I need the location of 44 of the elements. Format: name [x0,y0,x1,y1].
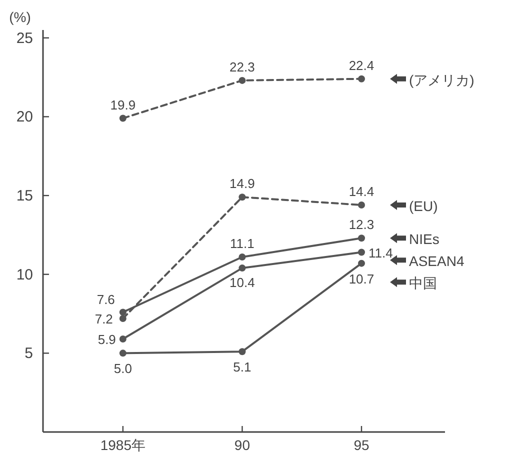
data-label: 5.1 [233,360,252,375]
point [358,260,365,267]
x-tick-label: 90 [234,437,250,453]
point [238,254,246,261]
data-label: 22.4 [348,58,374,73]
text: ASEAN4 [409,253,464,270]
data-label: 7.2 [94,311,113,326]
data-label: 10.7 [348,271,374,286]
data-label: 10.4 [230,275,255,290]
y-tick-label: 15 [16,188,33,205]
y-axis-title: (%) [9,9,31,25]
point [119,308,126,316]
point [238,348,246,356]
text: NIEs [409,231,440,248]
point [119,335,126,342]
data-label: 5.0 [114,361,132,376]
point [119,350,126,357]
y-tick-label: 20 [16,108,33,126]
data-label: 22.3 [230,59,255,74]
point [238,194,246,201]
data-label: 5.9 [98,332,116,347]
point [358,234,365,242]
y-tick-label: 5 [24,345,33,362]
text: 中国 [409,275,437,292]
point [119,314,126,322]
point [358,201,365,208]
text: (アメリカ) [409,72,474,88]
x-tick-label: 1985年 [100,437,146,453]
point [119,114,126,122]
y-tick-label: 10 [16,266,33,284]
point [238,264,246,272]
point [238,76,246,84]
x-tick-label: 95 [354,437,370,453]
data-label: 19.9 [110,97,136,112]
data-label: 12.3 [348,217,374,232]
data-label: 11.1 [230,236,254,252]
text: (EU) [409,198,438,214]
y-tick-label: 25 [16,30,33,47]
data-label: 14.9 [230,176,255,192]
point [358,75,365,82]
data-label: 11.4 [368,245,393,260]
data-label: 14.4 [348,184,374,199]
point [358,248,365,256]
data-label: 7.6 [96,292,115,308]
